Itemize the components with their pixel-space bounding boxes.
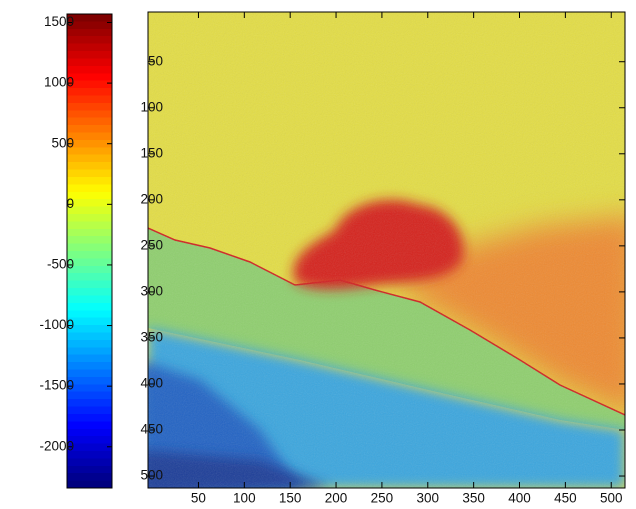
x-tick-label: 300 (417, 491, 440, 506)
x-tick-label: 100 (233, 491, 256, 506)
colorbar-tick-label: 1500 (44, 14, 74, 29)
y-tick-label: 100 (140, 99, 163, 114)
colorbar-tick-label: -2000 (39, 438, 74, 453)
axes-box (147, 11, 626, 489)
y-tick-label: 300 (140, 283, 163, 298)
colorbar-tick-label: -1000 (39, 317, 74, 332)
x-tick-label: 50 (191, 491, 206, 506)
colorbar-tick-label: 0 (66, 196, 74, 211)
y-tick-label: 50 (148, 53, 163, 68)
y-tick-label: 450 (140, 422, 163, 437)
colorbar-tick-label: -1500 (39, 378, 74, 393)
x-tick-label: 350 (462, 491, 485, 506)
x-tick-label: 500 (600, 491, 623, 506)
y-tick-label: 350 (140, 329, 163, 344)
y-tick-label: 500 (140, 468, 163, 483)
y-tick-label: 250 (140, 237, 163, 252)
x-tick-label: 400 (508, 491, 531, 506)
colorbar (66, 13, 113, 489)
x-tick-label: 150 (279, 491, 302, 506)
y-tick-label: 200 (140, 191, 163, 206)
colorbar-tick-label: 1000 (44, 75, 74, 90)
heatmap-field (148, 12, 625, 488)
x-tick-label: 450 (554, 491, 577, 506)
colorbar-tick-label: 500 (51, 135, 74, 150)
colorbar-tick-label: -500 (47, 257, 74, 272)
x-tick-label: 200 (325, 491, 348, 506)
y-tick-label: 400 (140, 376, 163, 391)
x-tick-label: 250 (371, 491, 394, 506)
y-tick-label: 150 (140, 145, 163, 160)
